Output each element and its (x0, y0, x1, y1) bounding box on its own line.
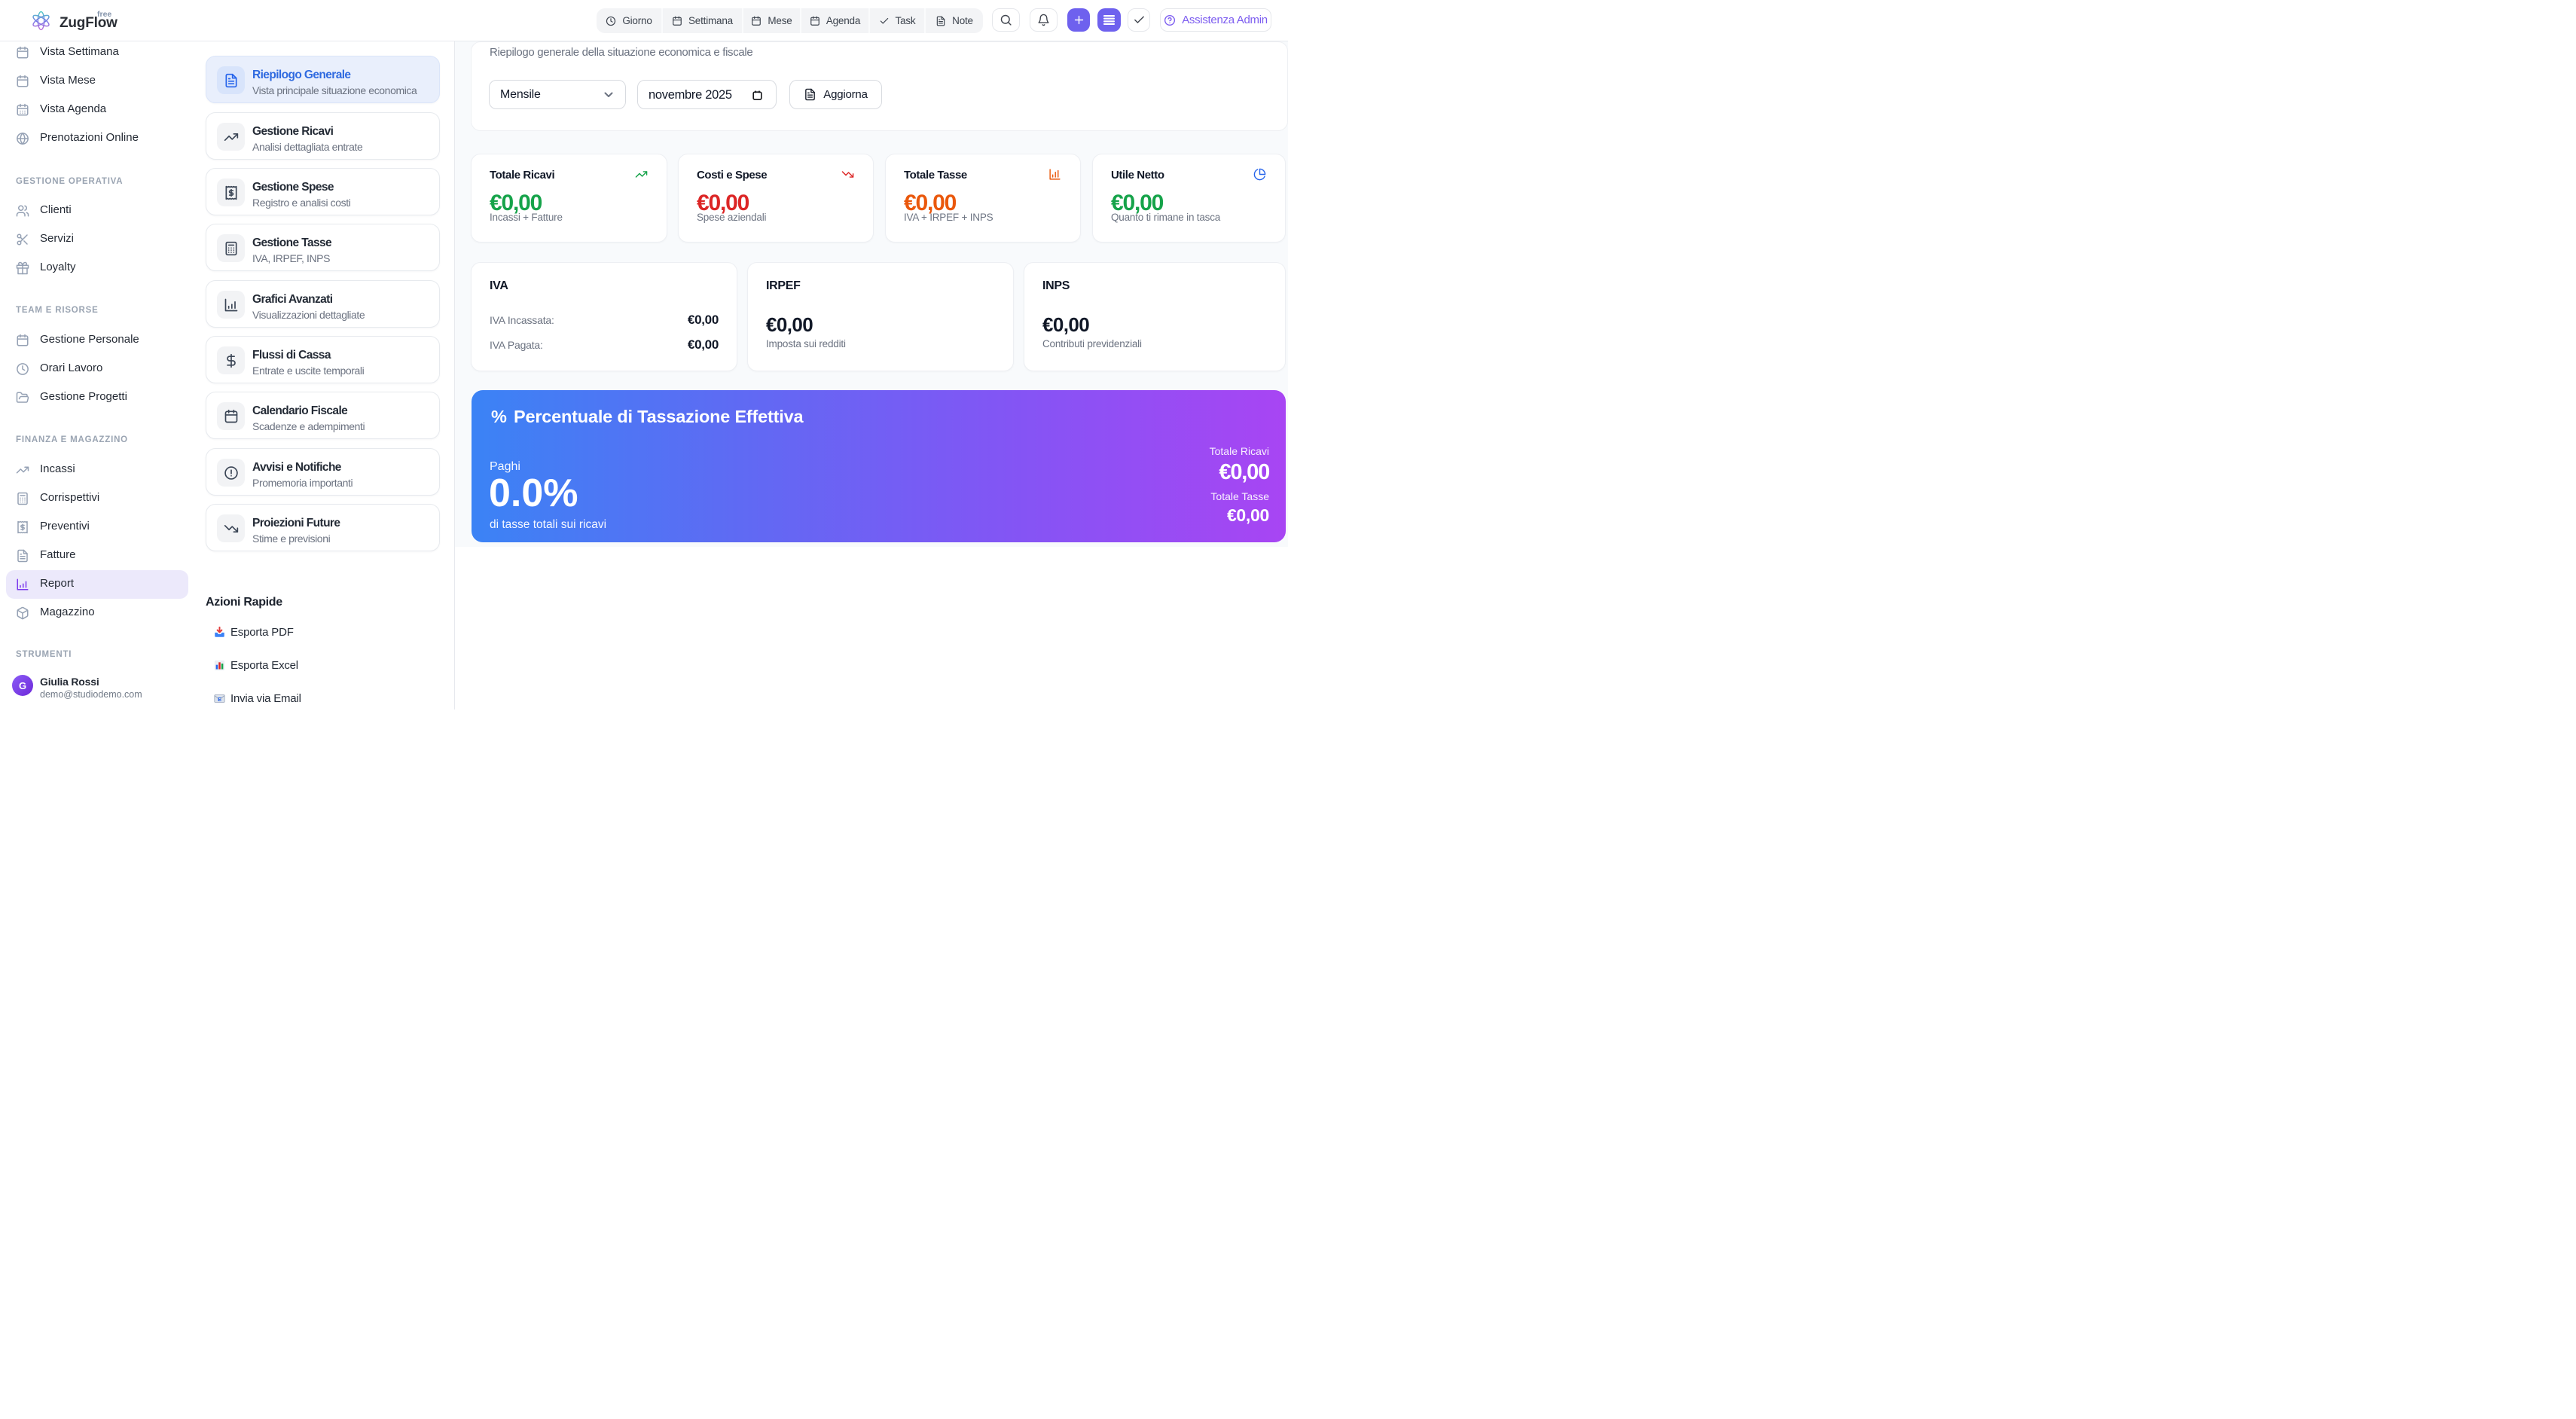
svg-text:E: E (218, 696, 221, 703)
